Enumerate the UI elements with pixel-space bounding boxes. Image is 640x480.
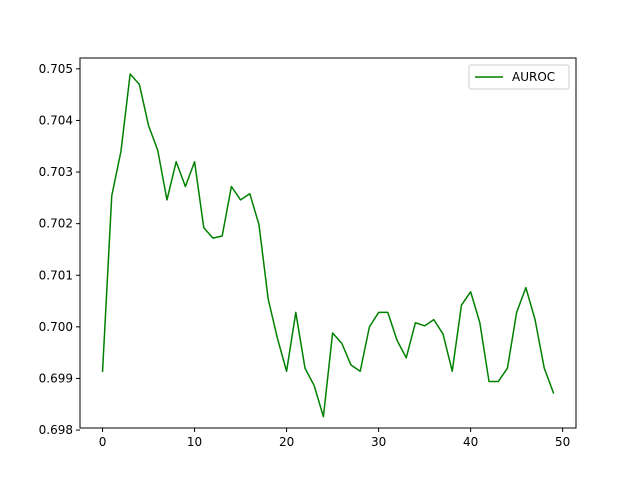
y-tick-label: 0.703 — [39, 165, 73, 179]
x-axis: 0 10 20 30 40 50 — [99, 428, 570, 449]
x-tick-label: 30 — [371, 435, 386, 449]
y-tick-label: 0.705 — [39, 62, 73, 76]
axes-frame — [79, 57, 577, 429]
x-tick-label: 50 — [555, 435, 570, 449]
series-line-auroc — [101, 73, 555, 418]
legend-box — [468, 64, 570, 90]
y-tick-label: 0.701 — [39, 268, 73, 282]
y-tick-label: 0.700 — [39, 320, 73, 334]
x-tick-label: 0 — [99, 435, 107, 449]
legend-label: AUROC — [512, 70, 555, 84]
x-tick-label: 10 — [187, 435, 202, 449]
y-tick-label: 0.702 — [39, 217, 73, 231]
y-tick-label: 0.698 — [39, 423, 73, 437]
x-tick-label: 40 — [463, 435, 478, 449]
y-tick-label: 0.704 — [39, 113, 73, 127]
plot-area — [101, 73, 555, 418]
x-tick-label: 20 — [279, 435, 294, 449]
y-axis: 0.698 0.699 0.700 0.701 0.702 0.703 0.704 0.705 — [39, 62, 80, 437]
legend: AUROC — [468, 64, 570, 90]
y-tick-label: 0.699 — [39, 371, 73, 385]
